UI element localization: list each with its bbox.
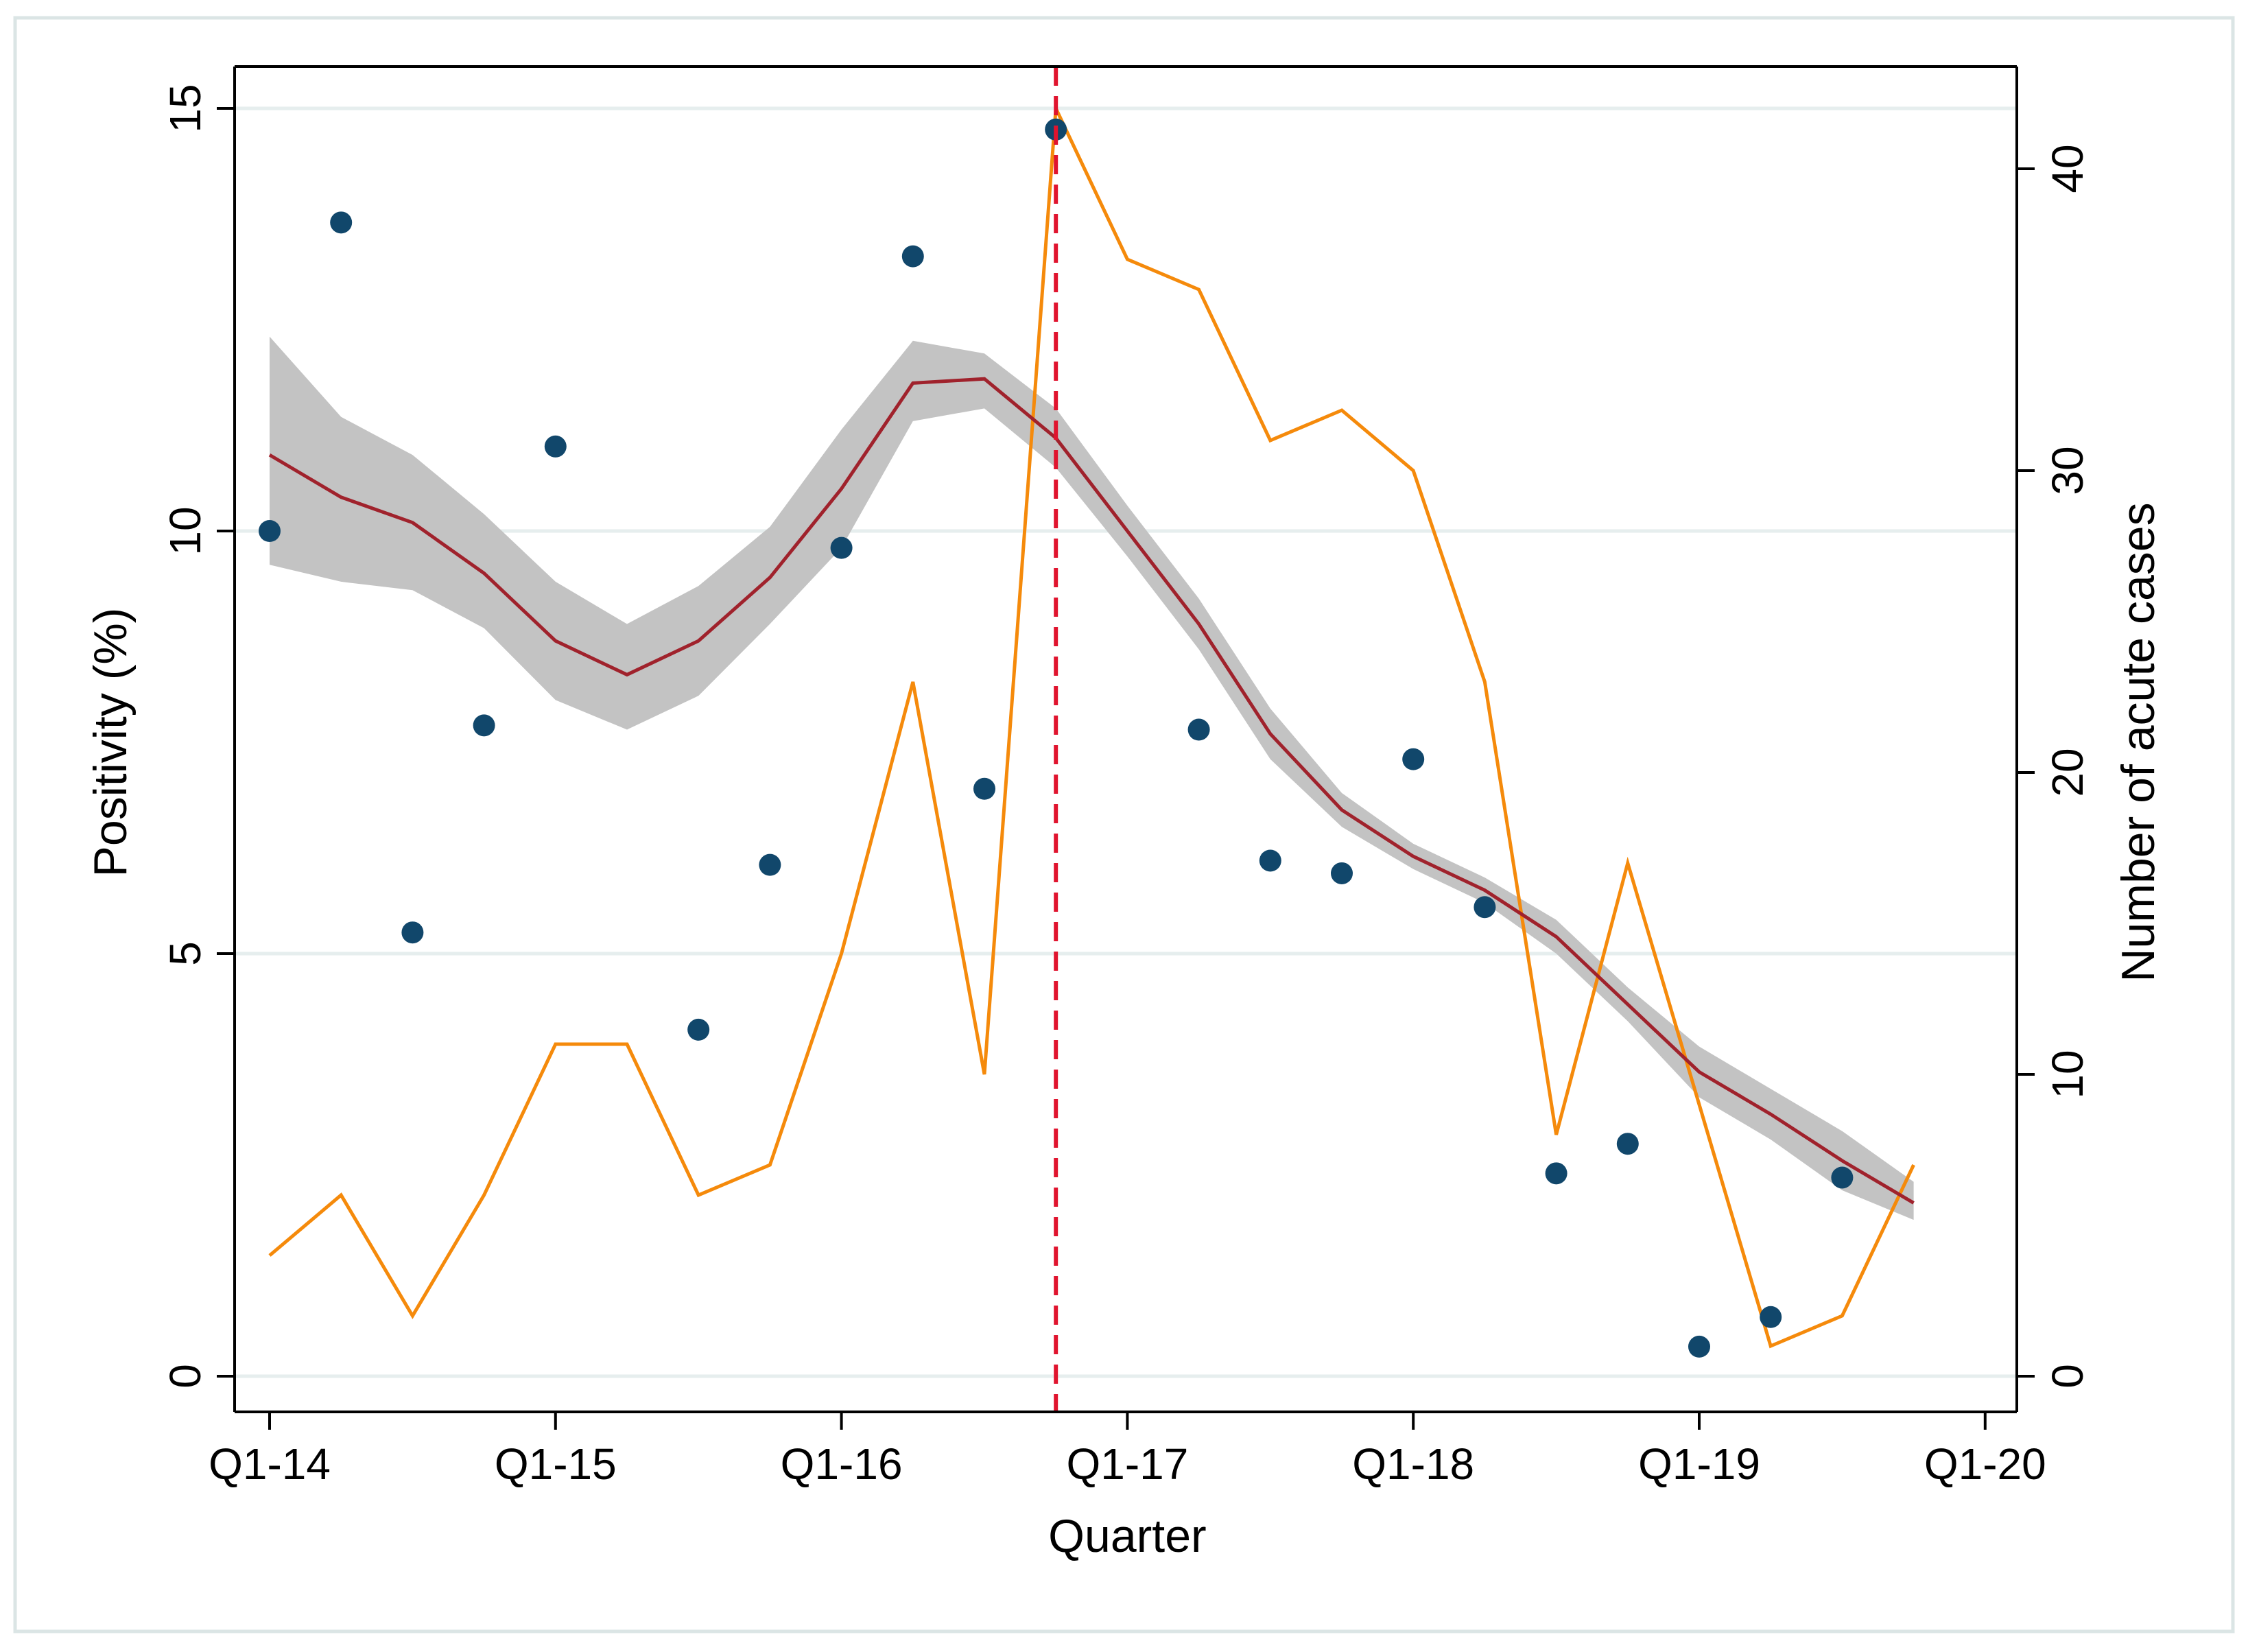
positivity-point xyxy=(1331,862,1353,884)
positivity-point xyxy=(544,435,567,458)
x-tick-label: Q1-17 xyxy=(1066,1439,1188,1489)
right-y-axis-title: Number of acute cases xyxy=(2112,502,2164,982)
x-tick-label: Q1-20 xyxy=(1924,1439,2046,1489)
x-tick-label: Q1-18 xyxy=(1352,1439,1474,1489)
positivity-point xyxy=(901,245,924,268)
x-tick-label: Q1-15 xyxy=(495,1439,617,1489)
positivity-point xyxy=(759,853,781,876)
right-y-tick-label: 20 xyxy=(2043,748,2092,796)
right-y-tick-label: 10 xyxy=(2043,1050,2092,1098)
positivity-point xyxy=(1831,1166,1854,1189)
positivity-point xyxy=(259,520,281,542)
x-axis-title: Quarter xyxy=(1048,1510,1207,1562)
x-tick-label: Q1-16 xyxy=(781,1439,903,1489)
x-tick-label: Q1-19 xyxy=(1638,1439,1760,1489)
positivity-fit-line xyxy=(268,377,1915,1205)
positivity-point xyxy=(973,777,995,800)
axes: 0 5 10 15 0 10 20 30 40 Q1-14 Q1-15 Q1-16 Q1-17 Q1-18… xyxy=(161,65,2092,1489)
positivity-point xyxy=(1259,849,1281,872)
figure-frame xyxy=(13,16,2235,1633)
left-y-tick-label: 0 xyxy=(161,1364,210,1389)
positivity-point xyxy=(1474,896,1496,919)
right-y-tick-label: 0 xyxy=(2043,1364,2092,1389)
right-y-tick-label: 40 xyxy=(2043,144,2092,193)
positivity-point xyxy=(1402,748,1425,770)
positivity-point xyxy=(330,211,353,234)
positivity-point xyxy=(1545,1162,1567,1185)
positivity-point xyxy=(1187,718,1210,741)
gridlines xyxy=(235,106,2017,1378)
positivity-point xyxy=(401,921,424,944)
left-y-tick-label: 10 xyxy=(161,506,210,555)
positivity-point xyxy=(1760,1306,1782,1328)
right-y-tick-label: 30 xyxy=(2043,446,2092,495)
positivity-point xyxy=(473,714,495,737)
confidence-band xyxy=(270,336,1914,1220)
acute-cases-line xyxy=(268,102,1915,1349)
positivity-points xyxy=(259,118,1854,1358)
x-tick-label: Q1-14 xyxy=(209,1439,331,1489)
positivity-point xyxy=(1688,1335,1710,1358)
positivity-point xyxy=(687,1018,710,1041)
left-y-tick-label: 15 xyxy=(161,84,210,132)
positivity-point xyxy=(830,536,853,559)
positivity-point xyxy=(1616,1133,1639,1155)
left-y-tick-label: 5 xyxy=(161,941,210,966)
left-y-axis-title: Positivity (%) xyxy=(84,608,137,877)
